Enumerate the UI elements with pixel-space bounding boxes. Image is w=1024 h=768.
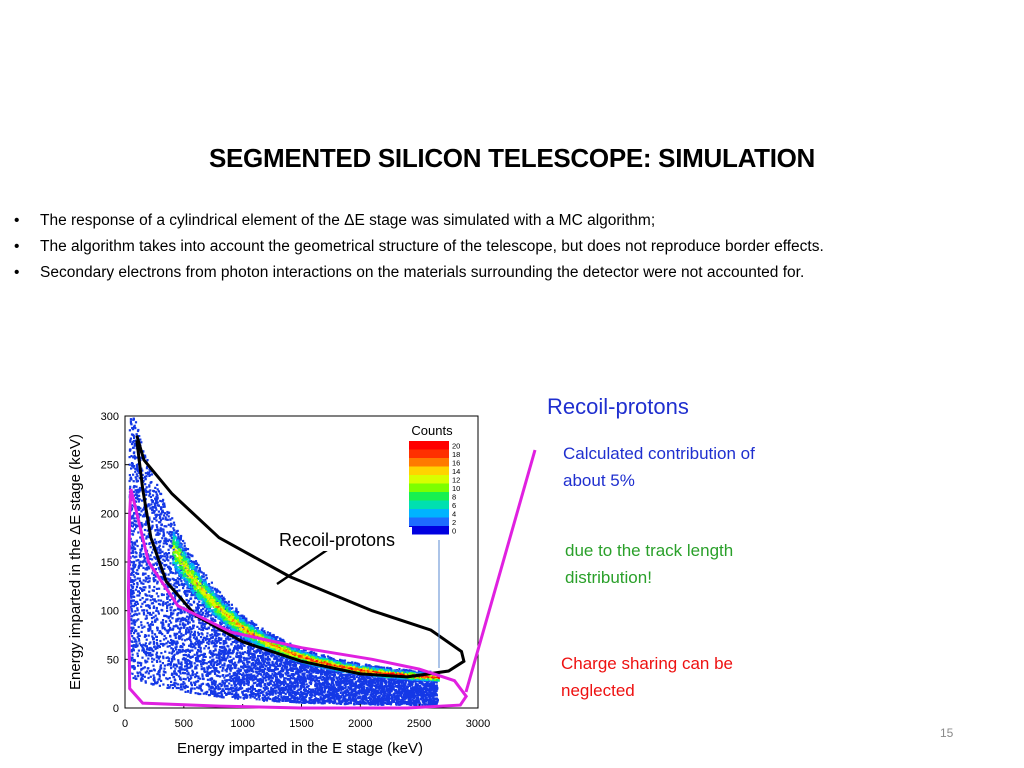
y-tick-label: 200 [101,508,119,520]
colorbar-swatch [409,492,449,501]
y-axis-label: Energy imparted in the ΔE stage (keV) [67,434,84,690]
bullet-dot: • [14,264,20,281]
calculated-contribution-text: Calculated contribution of about 5% [563,444,755,490]
colorbar-swatch [409,500,449,509]
bullet-list: • The response of a cylindrical element … [14,210,944,288]
bullet-item: • The response of a cylindrical element … [14,210,944,232]
y-tick-label: 50 [107,654,119,666]
x-tick-label: 1500 [289,718,313,730]
colorbar-level-label: 6 [452,501,456,510]
colorbar-level-label: 12 [452,476,460,485]
colorbar-swatch [409,441,449,450]
colorbar-swatch [409,466,449,475]
colorbar-swatch [409,475,449,484]
y-tick-label: 0 [113,703,119,715]
colorbar-level-label: 4 [452,510,456,519]
page-number: 15 [940,726,954,740]
slide-title: SEGMENTED SILICON TELESCOPE: SIMULATION [208,143,816,173]
bullet-item: • The algorithm takes into account the g… [14,236,944,258]
black-contour-line [135,435,466,679]
colorbar-level-label: 10 [452,484,460,493]
bullet-text: The response of a cylindrical element of… [40,212,656,229]
colorbar-level-label: 16 [452,459,460,468]
colorbar-title: Counts [411,423,453,438]
x-axis-label: Energy imparted in the E stage (keV) [177,740,423,757]
colorbar-swatch [409,509,449,518]
x-tick-label: 3000 [466,718,490,730]
y-tick-label: 250 [101,460,119,472]
track-length-text: due to the track length distribution! [565,541,734,587]
recoil-protons-heading: Recoil-protons [547,394,689,419]
colorbar-level-label: 8 [452,493,456,502]
annotation-recoil-protons: Recoil-protons [279,530,395,550]
x-tick-label: 2000 [348,718,372,730]
x-tick-label: 1000 [230,718,254,730]
y-tick-label: 150 [101,557,119,569]
magenta-contour-line [126,488,469,710]
bullet-dot: • [14,238,20,255]
colorbar-swatch [409,449,449,458]
bullet-text: The algorithm takes into account the geo… [40,238,824,255]
colorbar-level-label: 2 [452,518,456,527]
y-tick-label: 100 [101,606,119,618]
colorbar-level-label: 18 [452,450,460,459]
annotation-box [274,527,412,551]
x-axis: 0 500 1000 1500 2000 2500 3000 [122,704,490,730]
x-tick-label: 0 [122,718,128,730]
bullet-item: • Secondary electrons from photon intera… [14,262,944,284]
colorbar-swatch [409,517,449,526]
colorbar-level-label: 14 [452,467,460,476]
colorbar-level-label: 0 [452,527,456,536]
x-tick-label: 2500 [407,718,431,730]
magenta-callout-line [464,449,537,693]
x-tick-label: 500 [175,718,193,730]
colorbar-swatch [409,483,449,492]
colorbar-swatch [409,458,449,467]
y-axis: 0 50 100 150 200 250 300 [101,411,129,715]
colorbar-swatch [409,526,449,535]
colorbar-level-label: 20 [452,442,460,451]
bullet-dot: • [14,212,20,229]
bullet-text: Secondary electrons from photon interact… [40,264,805,281]
y-tick-label: 300 [101,411,119,423]
charge-sharing-text: Charge sharing can be neglected [561,654,734,700]
